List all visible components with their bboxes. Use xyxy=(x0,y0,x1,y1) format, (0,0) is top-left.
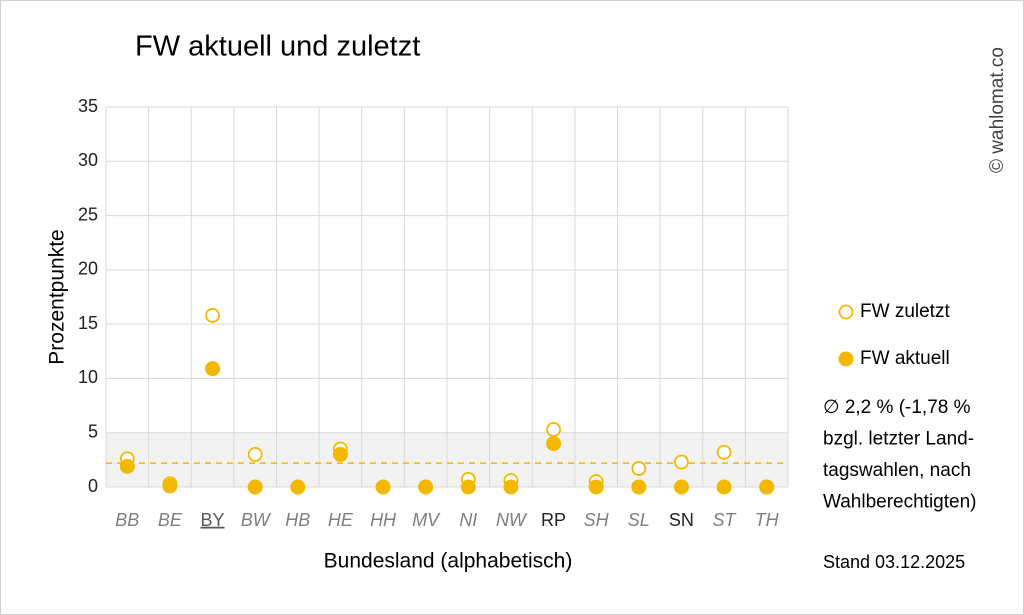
point xyxy=(205,308,220,323)
y-tick-label: 0 xyxy=(88,476,98,496)
annotation: Wahlberechtigten) xyxy=(823,492,976,513)
x-tick-label: MV xyxy=(412,510,441,530)
x-tick-label: BY xyxy=(201,510,225,530)
y-tick-label: 25 xyxy=(78,204,98,224)
point xyxy=(375,479,391,495)
point xyxy=(162,478,178,494)
point xyxy=(332,446,348,462)
point xyxy=(205,361,221,377)
y-tick-label: 15 xyxy=(78,313,98,333)
annotation: bzgl. letzter Land- xyxy=(823,429,974,450)
point xyxy=(716,444,732,460)
x-tick-label: NW xyxy=(496,510,528,530)
x-tick-label: ST xyxy=(713,510,738,530)
x-tick-label: HH xyxy=(370,510,397,530)
x-tick-label: SH xyxy=(584,510,610,530)
point xyxy=(631,479,647,495)
point xyxy=(247,479,263,495)
x-tick-label: RP xyxy=(541,510,566,530)
x-tick-label: TH xyxy=(755,510,780,530)
annotation: ∅ 2,2 % (-1,78 % xyxy=(823,397,971,418)
point xyxy=(119,458,135,474)
y-tick-label: 10 xyxy=(78,367,98,387)
x-tick-label: NI xyxy=(459,510,477,530)
point xyxy=(759,479,775,495)
legend-marker xyxy=(838,304,854,320)
point xyxy=(503,479,519,495)
point xyxy=(418,479,434,495)
date-note: Stand 03.12.2025 xyxy=(823,552,965,572)
x-tick-label: HE xyxy=(328,510,354,530)
chart-title: FW aktuell und zuletzt xyxy=(135,31,420,63)
x-axis-label: Bundesland (alphabetisch) xyxy=(324,550,573,573)
point xyxy=(716,479,732,495)
point xyxy=(673,479,689,495)
x-tick-label: SL xyxy=(628,510,650,530)
point xyxy=(546,436,562,452)
y-tick-label: 35 xyxy=(78,96,98,116)
point xyxy=(588,479,604,495)
point xyxy=(247,447,263,462)
y-tick-label: 5 xyxy=(88,421,98,441)
legend-label: FW aktuell xyxy=(860,348,950,369)
point xyxy=(460,479,476,495)
point xyxy=(674,454,689,470)
x-tick-label: BW xyxy=(241,510,272,530)
legend-label: FW zuletzt xyxy=(860,301,950,322)
x-tick-label: HB xyxy=(285,510,310,530)
point xyxy=(290,479,306,495)
legend-marker xyxy=(838,351,854,367)
x-tick-label: BB xyxy=(115,510,139,530)
point xyxy=(631,461,647,476)
annotation: tagswahlen, nach xyxy=(823,460,971,481)
y-tick-label: 20 xyxy=(78,259,98,279)
y-axis-label: Prozentpunkte xyxy=(46,229,69,364)
copyright: © wahlomat.co xyxy=(987,47,1008,173)
x-tick-label: BE xyxy=(158,510,183,530)
point xyxy=(546,422,561,437)
x-tick-label: SN xyxy=(669,510,694,530)
y-tick-label: 30 xyxy=(78,150,98,170)
